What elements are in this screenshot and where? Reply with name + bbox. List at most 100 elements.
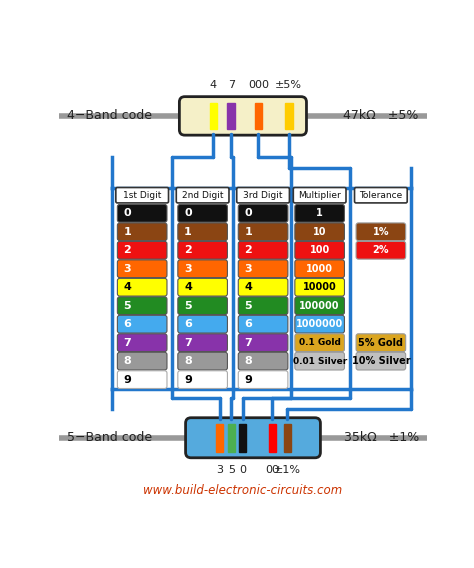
FancyBboxPatch shape bbox=[237, 187, 290, 203]
Bar bbox=[228, 424, 235, 452]
FancyBboxPatch shape bbox=[176, 187, 229, 203]
FancyBboxPatch shape bbox=[295, 352, 345, 370]
Text: 1000: 1000 bbox=[306, 264, 333, 274]
Text: 6: 6 bbox=[245, 319, 252, 329]
Text: Tolerance: Tolerance bbox=[359, 191, 402, 200]
Text: ±1%: ±1% bbox=[273, 465, 301, 475]
Text: 8: 8 bbox=[245, 356, 252, 366]
FancyBboxPatch shape bbox=[238, 371, 288, 389]
Bar bbox=[239, 424, 246, 452]
Text: 0: 0 bbox=[239, 465, 246, 475]
FancyBboxPatch shape bbox=[118, 260, 167, 278]
Bar bbox=[216, 424, 223, 452]
Text: 7: 7 bbox=[124, 337, 131, 348]
Text: 00: 00 bbox=[265, 465, 279, 475]
Text: 9: 9 bbox=[184, 375, 192, 385]
Text: 9: 9 bbox=[124, 375, 131, 385]
Text: 0.01 Silver: 0.01 Silver bbox=[292, 357, 347, 366]
FancyBboxPatch shape bbox=[238, 260, 288, 278]
Text: 2%: 2% bbox=[373, 245, 389, 255]
Text: ±5%: ±5% bbox=[275, 80, 302, 90]
Text: 9: 9 bbox=[245, 375, 252, 385]
Text: 5: 5 bbox=[245, 300, 252, 311]
FancyBboxPatch shape bbox=[178, 241, 228, 259]
Text: 3: 3 bbox=[245, 264, 252, 274]
FancyBboxPatch shape bbox=[238, 204, 288, 222]
FancyBboxPatch shape bbox=[295, 260, 345, 278]
Bar bbox=[285, 103, 292, 129]
FancyBboxPatch shape bbox=[295, 334, 345, 352]
Text: 3: 3 bbox=[216, 465, 223, 475]
FancyBboxPatch shape bbox=[179, 97, 307, 135]
Text: 7: 7 bbox=[245, 337, 252, 348]
FancyBboxPatch shape bbox=[355, 187, 407, 203]
Text: 4: 4 bbox=[245, 282, 252, 292]
Text: 10% Silver: 10% Silver bbox=[352, 356, 410, 366]
FancyBboxPatch shape bbox=[178, 260, 228, 278]
Text: 8: 8 bbox=[124, 356, 131, 366]
Text: 4: 4 bbox=[184, 282, 192, 292]
FancyBboxPatch shape bbox=[295, 223, 345, 241]
Text: 7: 7 bbox=[228, 80, 235, 90]
FancyBboxPatch shape bbox=[118, 352, 167, 370]
Text: 6: 6 bbox=[124, 319, 131, 329]
Text: 1: 1 bbox=[316, 208, 323, 218]
Text: 7: 7 bbox=[184, 337, 192, 348]
Bar bbox=[269, 424, 276, 452]
FancyBboxPatch shape bbox=[118, 223, 167, 241]
Text: 4: 4 bbox=[124, 282, 131, 292]
Text: 100: 100 bbox=[310, 245, 330, 255]
FancyBboxPatch shape bbox=[356, 352, 406, 370]
FancyBboxPatch shape bbox=[178, 278, 228, 296]
FancyBboxPatch shape bbox=[295, 315, 345, 333]
FancyBboxPatch shape bbox=[238, 297, 288, 315]
FancyBboxPatch shape bbox=[118, 315, 167, 333]
FancyBboxPatch shape bbox=[186, 417, 320, 458]
Text: 100000: 100000 bbox=[300, 300, 340, 311]
FancyBboxPatch shape bbox=[178, 315, 228, 333]
Text: 1: 1 bbox=[184, 227, 192, 237]
Text: 4: 4 bbox=[210, 80, 217, 90]
Text: 0: 0 bbox=[124, 208, 131, 218]
Text: 5: 5 bbox=[124, 300, 131, 311]
Bar bbox=[210, 103, 218, 129]
Text: 1000000: 1000000 bbox=[296, 319, 343, 329]
FancyBboxPatch shape bbox=[238, 315, 288, 333]
FancyBboxPatch shape bbox=[238, 241, 288, 259]
FancyBboxPatch shape bbox=[238, 352, 288, 370]
Text: 4−Band code: 4−Band code bbox=[67, 110, 152, 122]
Bar bbox=[255, 103, 262, 129]
FancyBboxPatch shape bbox=[295, 297, 345, 315]
Text: Multiplier: Multiplier bbox=[298, 191, 341, 200]
Text: 1st Digit: 1st Digit bbox=[123, 191, 161, 200]
FancyBboxPatch shape bbox=[118, 371, 167, 389]
FancyBboxPatch shape bbox=[356, 223, 406, 241]
Text: 1: 1 bbox=[124, 227, 131, 237]
Text: 2: 2 bbox=[184, 245, 192, 255]
Text: 1: 1 bbox=[245, 227, 252, 237]
FancyBboxPatch shape bbox=[118, 297, 167, 315]
FancyBboxPatch shape bbox=[178, 334, 228, 352]
Text: 5−Band code: 5−Band code bbox=[67, 431, 152, 444]
FancyBboxPatch shape bbox=[295, 241, 345, 259]
Text: 0.1 Gold: 0.1 Gold bbox=[299, 338, 341, 347]
FancyBboxPatch shape bbox=[118, 334, 167, 352]
FancyBboxPatch shape bbox=[178, 371, 228, 389]
Text: 10000: 10000 bbox=[303, 282, 337, 292]
Bar bbox=[228, 103, 235, 129]
Text: 0: 0 bbox=[245, 208, 252, 218]
Text: 47kΩ   ±5%: 47kΩ ±5% bbox=[344, 110, 419, 122]
FancyBboxPatch shape bbox=[293, 187, 346, 203]
Text: 5% Gold: 5% Gold bbox=[358, 337, 403, 348]
FancyBboxPatch shape bbox=[178, 297, 228, 315]
FancyBboxPatch shape bbox=[178, 223, 228, 241]
Text: 1%: 1% bbox=[373, 227, 389, 237]
Text: 3rd Digit: 3rd Digit bbox=[243, 191, 283, 200]
FancyBboxPatch shape bbox=[238, 223, 288, 241]
FancyBboxPatch shape bbox=[238, 334, 288, 352]
FancyBboxPatch shape bbox=[238, 278, 288, 296]
Text: 3: 3 bbox=[124, 264, 131, 274]
Text: 2: 2 bbox=[124, 245, 131, 255]
FancyBboxPatch shape bbox=[178, 204, 228, 222]
FancyBboxPatch shape bbox=[118, 241, 167, 259]
